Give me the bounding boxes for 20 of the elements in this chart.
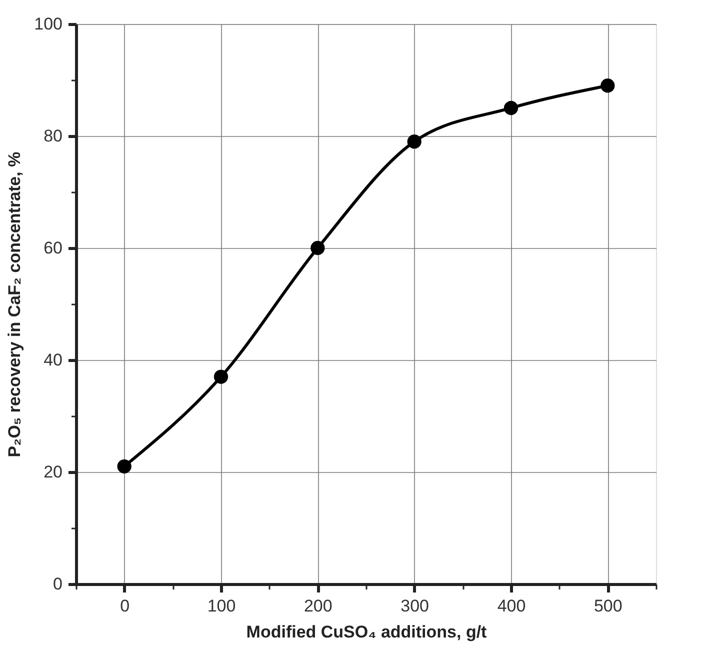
point (600, 78, 615, 93)
point (504, 100, 518, 116)
point (310, 240, 325, 256)
point (117, 459, 132, 474)
x-tick-label: 500 (594, 596, 622, 616)
y-tick-label: 40 (44, 350, 62, 370)
y-tick-label: 60 (44, 238, 62, 258)
y-tick-label: 100 (34, 14, 62, 34)
x-axis-title: Modified CuSO₄ additions, g/t (246, 622, 488, 642)
x-tick-label: 0 (120, 596, 130, 616)
x-tick-label: 400 (497, 596, 526, 616)
x-tick-label: 100 (207, 596, 236, 616)
y-axis-title: P₂O₅ recovery in CaF₂ concentrate, % (5, 152, 24, 458)
point (407, 134, 422, 149)
x-tick-label: 200 (304, 596, 332, 616)
y-tick-label: 80 (44, 126, 62, 146)
y-tick-label: 0 (53, 574, 62, 594)
point (214, 370, 228, 384)
x-tick-label: 300 (400, 596, 430, 616)
y-tick-label: 20 (44, 462, 62, 482)
